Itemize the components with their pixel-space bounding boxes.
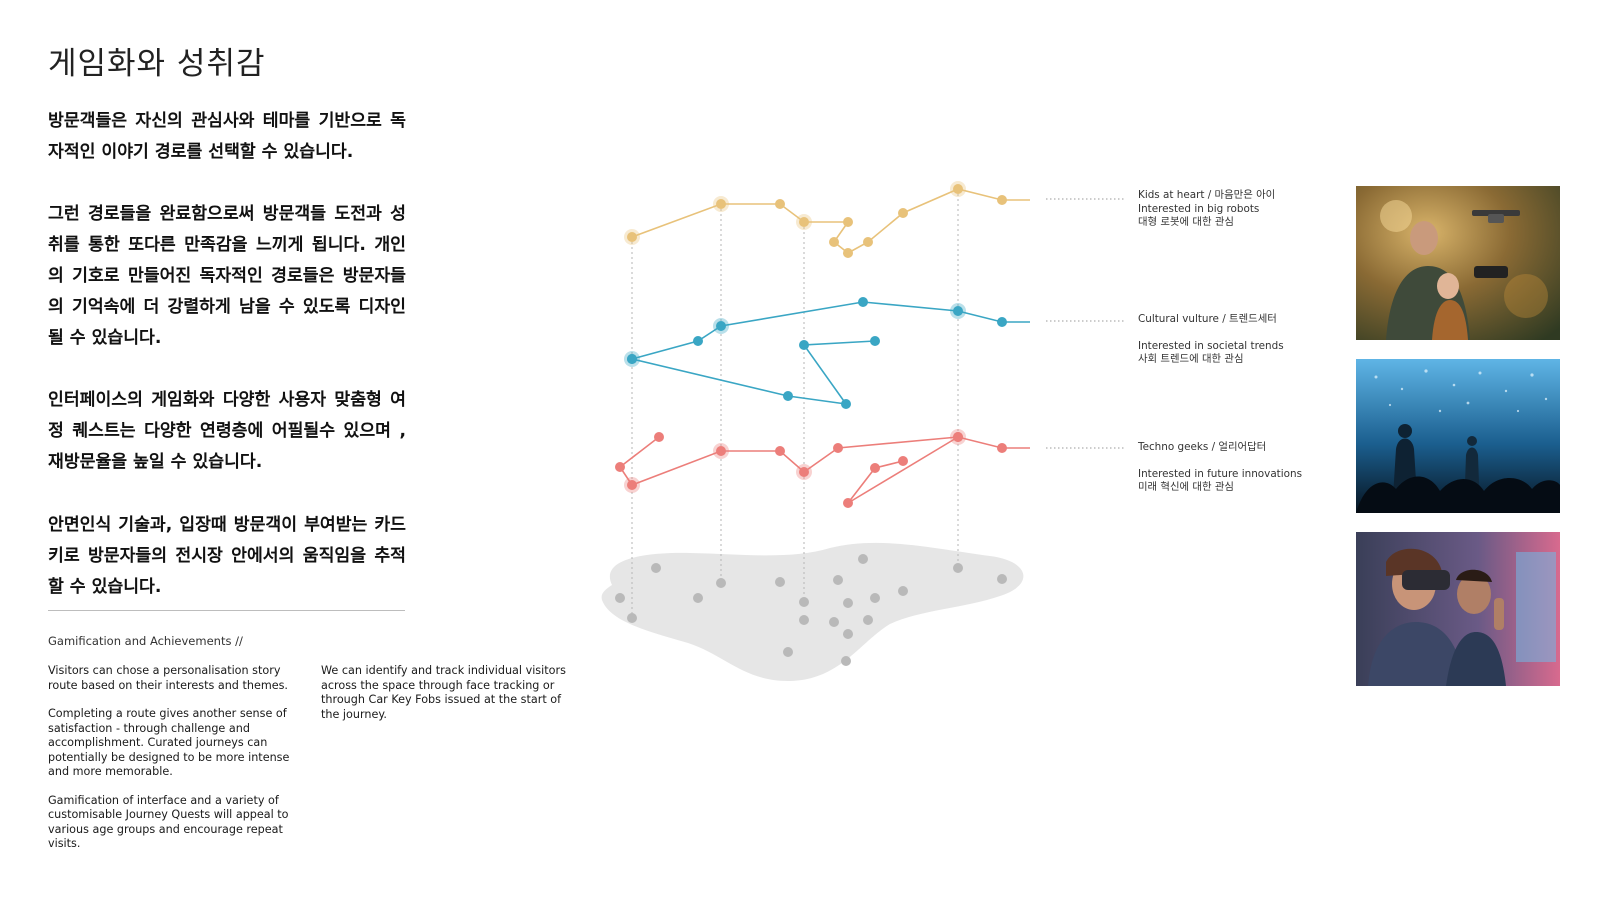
floor-dot xyxy=(799,615,809,625)
techno-branch-stop-dot xyxy=(843,498,853,508)
floor-dot xyxy=(693,593,703,603)
english-paragraph-4: We can identify and track individual vis… xyxy=(321,664,566,721)
english-paragraph-1: Visitors can chose a personalisation sto… xyxy=(48,664,288,692)
exhibition-floor-plan xyxy=(601,542,1024,682)
floor-dot xyxy=(627,613,637,623)
segment-cultural-interest-ko: 사회 트렌드에 대한 관심 xyxy=(1138,353,1244,365)
floor-dot xyxy=(833,575,843,585)
kids-stop-dot xyxy=(799,217,809,227)
cultural-branch-stop-dot xyxy=(841,399,851,409)
kids-stop-dot xyxy=(829,237,839,247)
cultural-stop-dot xyxy=(953,306,963,316)
techno-branch-route-line xyxy=(847,436,959,504)
techno-stop-dot xyxy=(615,462,625,472)
drop-lines xyxy=(631,189,959,618)
cultural-stop-dot xyxy=(858,297,868,307)
segment-label-cultural: Cultural vulture / 트렌드세터 Interested in s… xyxy=(1138,313,1284,367)
english-column-1: Visitors can chose a personalisation sto… xyxy=(48,664,298,866)
segment-cultural-title: Cultural vulture / 트렌드세터 xyxy=(1138,313,1277,325)
cultural-stop-dot xyxy=(716,321,726,331)
cultural-route-line xyxy=(631,301,1030,360)
floor-dot xyxy=(841,656,851,666)
english-paragraph-3: Gamification of interface and a variety … xyxy=(48,793,289,851)
floor-dot xyxy=(615,593,625,603)
floor-dot xyxy=(953,563,963,573)
korean-paragraph-2: 그런 경로들을 완료함으로써 방문객들 도전과 성취를 통한 또다른 만족감을 … xyxy=(48,204,406,348)
floor-dot xyxy=(843,629,853,639)
segment-techno-interest-en: Interested in future innovations xyxy=(1138,467,1302,480)
floor-dot xyxy=(783,647,793,657)
techno-stop-dot xyxy=(799,467,809,477)
father-child-drone-photo xyxy=(1356,186,1560,340)
kids-stop-dot xyxy=(843,217,853,227)
kids-stop-dot xyxy=(627,232,637,242)
techno-stop-dot xyxy=(775,446,785,456)
cultural-stop-dot xyxy=(997,317,1007,327)
kids-stop-dot xyxy=(997,195,1007,205)
techno-stop-dot xyxy=(997,443,1007,453)
segment-kids-interest-en: Interested in big robots xyxy=(1138,202,1260,215)
english-column-2: We can identify and track individual vis… xyxy=(321,664,573,736)
korean-paragraph-1: 방문객들은 자신의 관심사와 테마를 기반으로 독자적인 이야기 경로를 선택할… xyxy=(48,111,406,162)
floor-dot xyxy=(829,617,839,627)
kids-stop-dot xyxy=(775,199,785,209)
segment-label-techno: Techno geeks / 얼리어답터 Interested in futur… xyxy=(1138,441,1302,495)
techno-stop-dot xyxy=(833,443,843,453)
kids-route-line xyxy=(631,188,1030,254)
segment-techno-interest-ko: 미래 혁신에 대한 관심 xyxy=(1138,481,1234,493)
floor-dot xyxy=(775,577,785,587)
kids-stop-dot xyxy=(843,248,853,258)
floor-dot xyxy=(799,597,809,607)
floor-dots xyxy=(615,554,1007,666)
leader-lines xyxy=(1046,198,1125,449)
techno-route-line xyxy=(618,436,1030,486)
kids-stop-dot xyxy=(953,184,963,194)
kids-stop-dot xyxy=(716,199,726,209)
kids-stop-dot xyxy=(863,237,873,247)
segment-kids-title: Kids at heart / 마음만은 아이 xyxy=(1138,189,1276,201)
floor-dot xyxy=(997,574,1007,584)
cultural-branch-stop-dot xyxy=(783,391,793,401)
techno-branch-stop-dot xyxy=(953,432,963,442)
english-heading: Gamification and Achievements // xyxy=(48,634,243,648)
techno-stop-dot xyxy=(627,480,637,490)
techno-branch-stop-dot xyxy=(898,456,908,466)
korean-paragraph-3: 인터페이스의 게임화와 다양한 사용자 맞춤형 여정 퀘스트는 다양한 연령층에… xyxy=(48,390,406,472)
cultural-branch-route-line xyxy=(631,340,876,406)
floor-dot xyxy=(863,615,873,625)
cultural-branch-stop-dot xyxy=(799,340,809,350)
cultural-branch-stop-dot xyxy=(627,354,637,364)
segment-label-kids: Kids at heart / 마음만은 아이 Interested in bi… xyxy=(1138,189,1275,230)
crowd-at-light-show-photo xyxy=(1356,359,1560,513)
floor-dot xyxy=(843,598,853,608)
page-title: 게임화와 성취감 xyxy=(48,46,266,82)
floor-dot xyxy=(651,563,661,573)
floor-dot xyxy=(870,593,880,603)
cultural-stop-dot xyxy=(693,336,703,346)
floor-dot xyxy=(898,586,908,596)
floor-dot xyxy=(858,554,868,564)
segment-cultural-interest-en: Interested in societal trends xyxy=(1138,339,1284,352)
vr-headset-visitors-photo xyxy=(1356,532,1560,686)
techno-stop-dot xyxy=(654,432,664,442)
korean-paragraph-4: 안면인식 기술과, 입장때 방문객이 부여받는 카드키로 방문자들의 전시장 안… xyxy=(48,515,406,597)
section-divider xyxy=(48,610,405,611)
cultural-branch-stop-dot xyxy=(870,336,880,346)
kids-stop-dot xyxy=(898,208,908,218)
techno-stop-dot xyxy=(716,446,726,456)
english-paragraph-2: Completing a route gives another sense o… xyxy=(48,707,290,778)
segment-techno-title: Techno geeks / 얼리어답터 xyxy=(1138,441,1267,453)
segment-kids-interest-ko: 대형 로봇에 대한 관심 xyxy=(1138,216,1234,228)
techno-branch-stop-dot xyxy=(870,463,880,473)
floor-dot xyxy=(716,578,726,588)
